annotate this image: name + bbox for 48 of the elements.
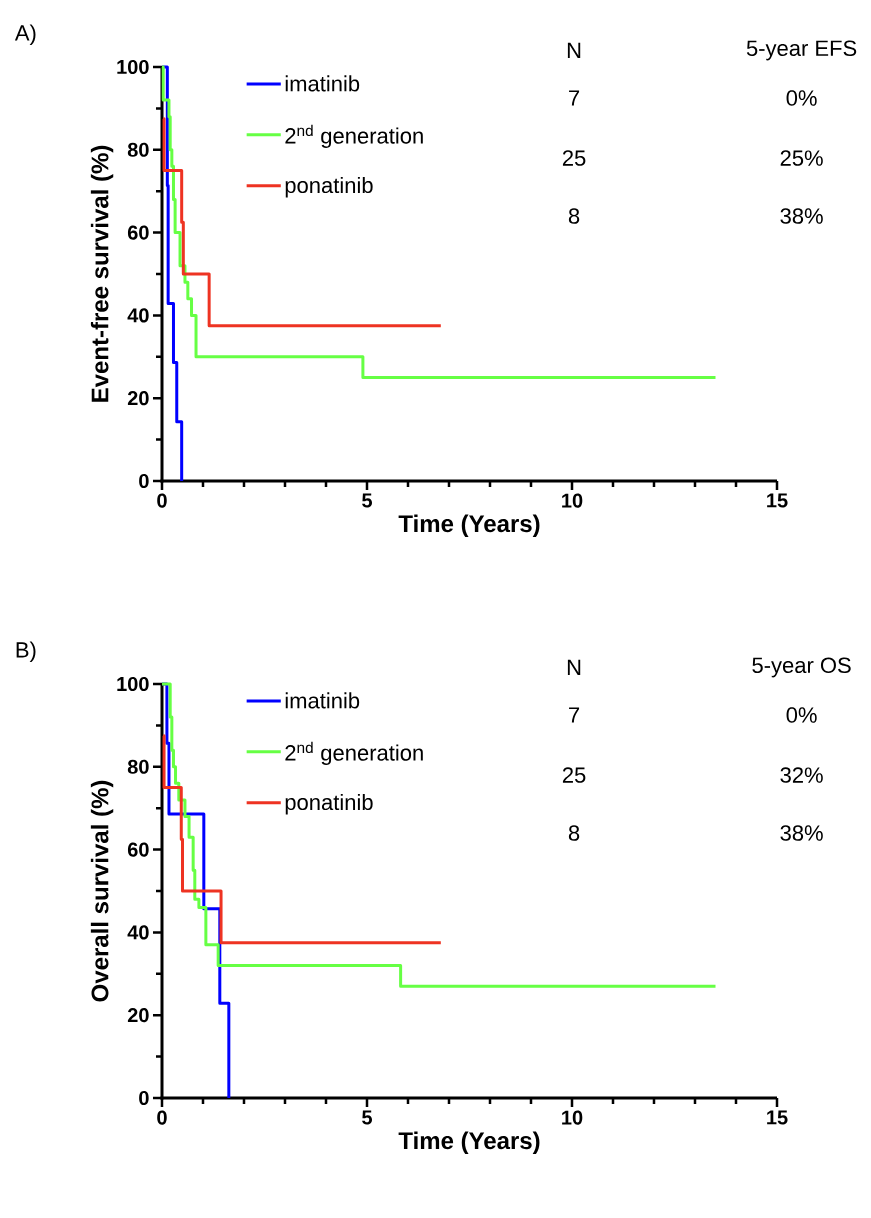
x-tick-label: 5 xyxy=(362,493,373,508)
y-tick-label: 20 xyxy=(127,391,149,406)
legend-label: imatinib xyxy=(285,692,360,709)
text: 25% xyxy=(780,150,823,166)
text: 38% xyxy=(780,825,823,841)
chart-title: A) xyxy=(14,24,36,46)
text: 0% xyxy=(786,90,817,106)
x-tick-label: 15 xyxy=(767,493,788,508)
y-tick-label: 100 xyxy=(117,676,149,692)
annotation: 7 xyxy=(569,90,580,106)
y-tick-label: 40 xyxy=(127,308,149,323)
chart-title: B) xyxy=(16,641,36,663)
y-tick-label: 0 xyxy=(139,473,149,489)
text: 0% xyxy=(786,707,817,723)
legend-label: 2$^{nd}$ generation xyxy=(285,124,423,149)
x-axis-title: Time (Years) xyxy=(398,514,540,537)
y-axis-title: Overall survival (%) xyxy=(90,780,114,1002)
y-tick-label: 80 xyxy=(127,759,149,774)
x-tick-label: 10 xyxy=(562,493,583,508)
y-tick-label: 60 xyxy=(127,225,149,240)
y-tick-label: 20 xyxy=(127,1008,149,1023)
annotation: 7 xyxy=(569,707,580,723)
x-tick-label: 10 xyxy=(562,1110,583,1125)
y-tick-label: 60 xyxy=(127,842,149,857)
text: 32% xyxy=(780,767,823,783)
annotation: 8 xyxy=(568,208,580,224)
annotation: 25 xyxy=(562,767,586,783)
legend-label: 2$^{nd}$ generation xyxy=(285,741,423,766)
x-tick-label: 0 xyxy=(157,1110,167,1125)
legend-label: imatinib xyxy=(285,75,360,92)
text: 5-year EFS xyxy=(746,40,857,61)
y-tick-label: 80 xyxy=(127,142,149,157)
text: N xyxy=(567,659,581,675)
y-tick-label: 0 xyxy=(139,1090,149,1106)
x-tick-label: 15 xyxy=(767,1110,788,1125)
annotation: 8 xyxy=(568,825,580,841)
legend-label: ponatinib xyxy=(285,176,373,198)
y-tick-label: 40 xyxy=(127,925,149,940)
annotation: 25 xyxy=(562,150,586,166)
text: 5-year OS xyxy=(752,657,851,678)
y-tick-label: 100 xyxy=(117,59,149,75)
legend-label: ponatinib xyxy=(285,793,373,815)
y-axis-title: Event-free survival (%) xyxy=(90,145,114,402)
x-tick-label: 0 xyxy=(157,493,167,508)
x-tick-label: 5 xyxy=(362,1110,373,1125)
text: 38% xyxy=(780,208,823,224)
text: N xyxy=(567,42,581,58)
x-axis-title: Time (Years) xyxy=(398,1131,540,1154)
